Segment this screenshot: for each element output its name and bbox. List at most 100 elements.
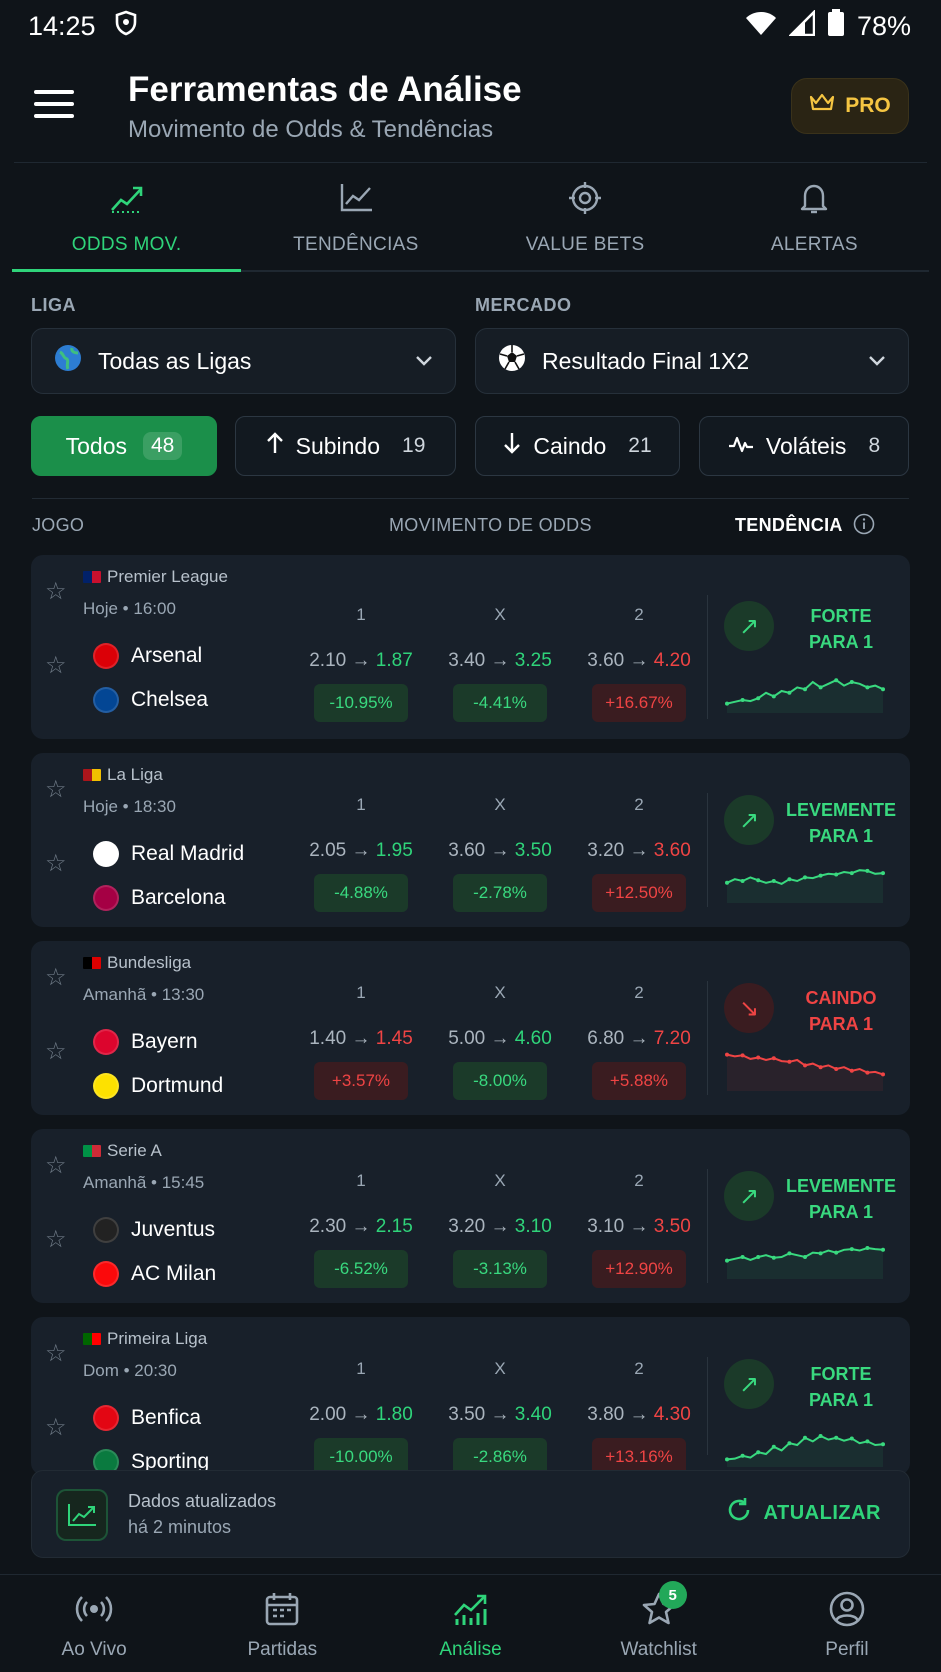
odds-col-header: 1	[356, 1171, 366, 1190]
odds-to: 7.20	[653, 1028, 691, 1049]
sparkline-point	[725, 701, 729, 706]
favorite-match-star-icon[interactable]: ☆	[45, 850, 67, 877]
filter-chip-caindo[interactable]: Caindo 21	[475, 416, 680, 476]
trend-sparkline	[725, 1434, 885, 1467]
odds-from: 5.00	[448, 1028, 486, 1049]
favorite-league-star-icon[interactable]: ☆	[45, 1340, 67, 1367]
trend-divider	[707, 793, 708, 907]
home-team: Benfica	[93, 1405, 201, 1431]
update-time: há 2 minutos	[128, 1517, 232, 1537]
liga-select[interactable]: Todas as Ligas	[31, 328, 456, 394]
favorite-match-star-icon[interactable]: ☆	[45, 1038, 67, 1065]
trend-divider	[707, 1169, 708, 1283]
odds-change-badge: -4.88%	[314, 874, 408, 912]
sparkline-point	[771, 694, 776, 699]
sparkline-point	[865, 868, 870, 873]
odds-col-header: X	[494, 1171, 506, 1190]
menu-icon[interactable]	[34, 90, 74, 120]
chip-count: 19	[402, 434, 426, 457]
home-team-logo-icon	[93, 1405, 119, 1431]
trend-label: FORTE PARA 1	[771, 1361, 910, 1413]
odds-change-badge: -6.52%	[314, 1250, 408, 1288]
home-team-logo-icon	[93, 1029, 119, 1055]
nav-label: Partidas	[247, 1639, 318, 1660]
match-card[interactable]: ☆ Premier League Hoje • 16:00 ☆ Arsenal …	[31, 555, 910, 739]
sparkline-point	[787, 877, 792, 882]
odds-from: 6.80	[587, 1028, 625, 1049]
odds-change-badge: +12.50%	[592, 874, 686, 912]
nav-label: Watchlist	[620, 1639, 697, 1660]
match-time: Amanhã • 13:30	[83, 985, 205, 1004]
odds-movement: 2.10 → 1.87	[309, 650, 413, 671]
filter-chip-subindo[interactable]: Subindo 19	[235, 416, 456, 476]
info-icon[interactable]	[853, 513, 875, 540]
home-team-name: Real Madrid	[131, 842, 245, 865]
nav-ao-vivo[interactable]: Ao Vivo	[0, 1575, 188, 1672]
soccer-ball-icon	[498, 344, 526, 378]
favorite-match-star-icon[interactable]: ☆	[45, 1414, 67, 1441]
sparkline-point	[740, 879, 745, 883]
odds-col-header: 2	[634, 1171, 644, 1190]
odds-to: 3.50	[653, 1216, 691, 1237]
trend-up-icon: ↗	[724, 1171, 774, 1221]
match-card[interactable]: ☆ Serie A Amanhã • 15:45 ☆ Juventus AC M…	[31, 1129, 910, 1303]
trend-sparkline	[725, 678, 885, 713]
tab-label: ALERTAS	[770, 234, 858, 255]
nav-analise[interactable]: Análise	[376, 1575, 564, 1672]
favorite-match-star-icon[interactable]: ☆	[45, 652, 67, 679]
favorite-match-star-icon[interactable]: ☆	[45, 1226, 67, 1253]
match-time: Dom • 20:30	[83, 1361, 177, 1380]
favorite-league-star-icon[interactable]: ☆	[45, 964, 67, 991]
nav-watchlist[interactable]: 5 Watchlist	[565, 1575, 753, 1672]
nav-perfil[interactable]: Perfil	[753, 1575, 941, 1672]
sparkline-point	[756, 1450, 761, 1455]
trend-sparkline	[725, 1246, 885, 1279]
home-team: Arsenal	[93, 643, 202, 669]
status-time: 14:25	[28, 10, 96, 41]
favorite-league-star-icon[interactable]: ☆	[45, 1152, 67, 1179]
tab-alertas[interactable]: ALERTAS	[700, 172, 929, 270]
sparkline-point	[740, 1453, 745, 1458]
trend-label: FORTE PARA 1	[771, 603, 910, 655]
liga-label: LIGA	[31, 295, 76, 315]
sparkline-area	[727, 1248, 883, 1279]
sparkline-point	[834, 678, 839, 683]
profile-icon	[827, 1591, 867, 1633]
away-team: Chelsea	[93, 687, 208, 713]
sparkline-point	[756, 696, 761, 701]
sparkline-point	[881, 871, 885, 876]
odds-movement: 3.80 → 4.30	[587, 1404, 691, 1425]
analysis-tabs: ODDS MOV. TENDÊNCIAS VALUE BETS ALERTAS	[12, 172, 929, 272]
match-time: Amanhã • 15:45	[83, 1173, 205, 1192]
match-card[interactable]: ☆ Bundesliga Amanhã • 13:30 ☆ Bayern Dor…	[31, 941, 910, 1115]
pro-button[interactable]: PRO	[791, 78, 909, 134]
odds-col-header: 1	[356, 605, 366, 624]
favorite-league-star-icon[interactable]: ☆	[45, 578, 67, 605]
odds-from: 3.20	[448, 1216, 486, 1237]
trending-up-icon	[109, 182, 145, 220]
mercado-select[interactable]: Resultado Final 1X2	[475, 328, 909, 394]
page-title: Ferramentas de Análise	[128, 70, 522, 109]
country-flag-icon	[83, 769, 101, 781]
trend-up-icon: ↗	[724, 795, 774, 845]
pulse-icon	[728, 433, 754, 460]
filter-chip-todos[interactable]: Todos 48	[31, 416, 217, 476]
filter-chip-volateis[interactable]: Voláteis 8	[699, 416, 909, 476]
nav-partidas[interactable]: Partidas	[188, 1575, 376, 1672]
sparkline-point	[771, 1056, 776, 1061]
tab-value-bets[interactable]: VALUE BETS	[471, 172, 700, 270]
list-divider	[32, 498, 909, 499]
tab-tendencias[interactable]: TENDÊNCIAS	[241, 172, 470, 270]
chart-icon	[56, 1489, 108, 1541]
sparkline-point	[740, 1053, 745, 1058]
odds-col-header: 1	[356, 795, 366, 814]
sparkline-point	[725, 1258, 729, 1263]
tab-odds-mov[interactable]: ODDS MOV.	[12, 172, 242, 272]
battery-level: 78%	[856, 10, 911, 41]
sparkline-point	[787, 1251, 792, 1256]
refresh-button[interactable]: ATUALIZAR	[726, 1497, 881, 1529]
match-card[interactable]: ☆ Primeira Liga Dom • 20:30 ☆ Benfica Sp…	[31, 1317, 910, 1475]
favorite-league-star-icon[interactable]: ☆	[45, 776, 67, 803]
country-flag-icon	[83, 1145, 101, 1157]
match-card[interactable]: ☆ La Liga Hoje • 18:30 ☆ Real Madrid Bar…	[31, 753, 910, 927]
